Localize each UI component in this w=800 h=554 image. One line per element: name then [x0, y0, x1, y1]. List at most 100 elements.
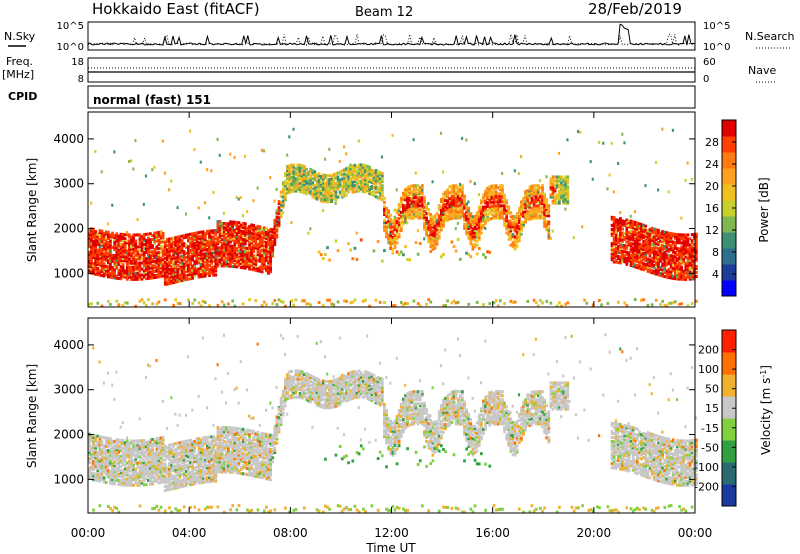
- data-cell: [224, 232, 228, 236]
- data-cell: [471, 223, 475, 227]
- data-cell: [393, 219, 397, 223]
- data-cell: [132, 167, 135, 171]
- data-cell: [92, 266, 95, 270]
- data-cell: [650, 234, 654, 238]
- data-cell: [197, 271, 201, 275]
- data-cell: [195, 247, 199, 251]
- data-cell: [644, 224, 648, 228]
- data-cell: [667, 274, 671, 278]
- data-cell: [678, 277, 681, 281]
- data-cell: [494, 209, 497, 213]
- data-cell: [654, 234, 658, 238]
- data-cell: [326, 178, 329, 182]
- data-cell: [566, 177, 570, 181]
- data-cell: [610, 246, 614, 250]
- data-cell: [231, 222, 235, 226]
- data-cell: [218, 252, 222, 256]
- data-cell: [507, 225, 511, 229]
- data-cell: [446, 200, 450, 204]
- data-cell: [650, 271, 654, 275]
- data-cell: [265, 243, 268, 247]
- data-cell: [650, 251, 654, 255]
- data-cell: [336, 300, 340, 304]
- data-cell: [458, 182, 462, 186]
- data-cell: [657, 261, 660, 265]
- data-cell: [467, 220, 471, 224]
- data-cell: [536, 184, 540, 188]
- data-cell: [275, 209, 279, 213]
- data-cell: [676, 275, 679, 279]
- data-cell: [113, 450, 116, 454]
- data-cell: [439, 255, 443, 259]
- data-cell: [222, 234, 226, 238]
- data-cell: [359, 171, 363, 175]
- data-cell: [463, 206, 466, 210]
- data-cell: [227, 262, 230, 266]
- data-cell: [467, 206, 471, 210]
- data-cell: [241, 264, 245, 268]
- data-cell: [627, 257, 631, 261]
- data-cell: [252, 268, 256, 272]
- data-cell: [621, 221, 624, 225]
- data-cell: [260, 235, 264, 239]
- data-cell: [612, 256, 616, 260]
- data-cell: [545, 226, 549, 230]
- data-cell: [147, 250, 150, 254]
- data-cell: [172, 246, 176, 250]
- data-cell: [368, 177, 372, 181]
- data-cell: [509, 243, 513, 247]
- data-cell: [279, 212, 283, 216]
- data-cell: [391, 239, 395, 243]
- data-cell: [138, 261, 142, 265]
- data-cell: [100, 441, 104, 445]
- data-cell: [629, 241, 633, 245]
- data-cell: [477, 215, 481, 219]
- data-cell: [100, 265, 104, 269]
- noise-tick-high-left: 10^5: [57, 21, 84, 32]
- data-cell: [612, 236, 616, 240]
- data-cell: [640, 261, 643, 265]
- data-cell: [296, 181, 300, 185]
- data-cell: [106, 222, 110, 226]
- data-cell: [343, 168, 346, 172]
- data-cell: [102, 264, 106, 268]
- data-cell: [125, 239, 129, 243]
- data-cell: [667, 249, 671, 253]
- data-cell: [212, 241, 216, 245]
- data-cell: [355, 231, 358, 235]
- data-cell: [364, 184, 367, 188]
- data-cell: [667, 301, 671, 305]
- data-cell: [96, 301, 100, 305]
- data-cell: [229, 230, 232, 234]
- data-cell: [109, 257, 112, 261]
- data-cell: [269, 266, 272, 270]
- data-cell: [473, 227, 477, 231]
- data-cell: [307, 177, 310, 181]
- data-cell: [425, 207, 428, 211]
- data-cell: [650, 303, 654, 307]
- data-cell: [229, 254, 232, 258]
- data-cell: [695, 266, 698, 270]
- data-cell: [558, 185, 561, 189]
- data-cell: [109, 447, 112, 451]
- data-cell: [638, 262, 641, 266]
- data-cell: [201, 234, 205, 238]
- data-cell: [347, 178, 350, 182]
- data-cell: [237, 239, 241, 243]
- data-cell: [338, 184, 342, 188]
- data-cell: [513, 215, 517, 219]
- data-cell: [458, 190, 462, 194]
- data-cell: [414, 241, 418, 245]
- data-cell: [528, 189, 532, 193]
- data-cell: [610, 250, 614, 254]
- data-cell: [203, 246, 207, 250]
- colorbar-tick-label: 16: [705, 202, 719, 215]
- data-cell: [106, 299, 110, 303]
- data-cell: [444, 198, 447, 202]
- data-cell: [214, 265, 218, 269]
- data-cell: [96, 434, 100, 438]
- data-cell: [663, 260, 667, 264]
- data-cell: [446, 202, 450, 206]
- data-cell: [515, 238, 519, 242]
- data-cell: [250, 251, 253, 255]
